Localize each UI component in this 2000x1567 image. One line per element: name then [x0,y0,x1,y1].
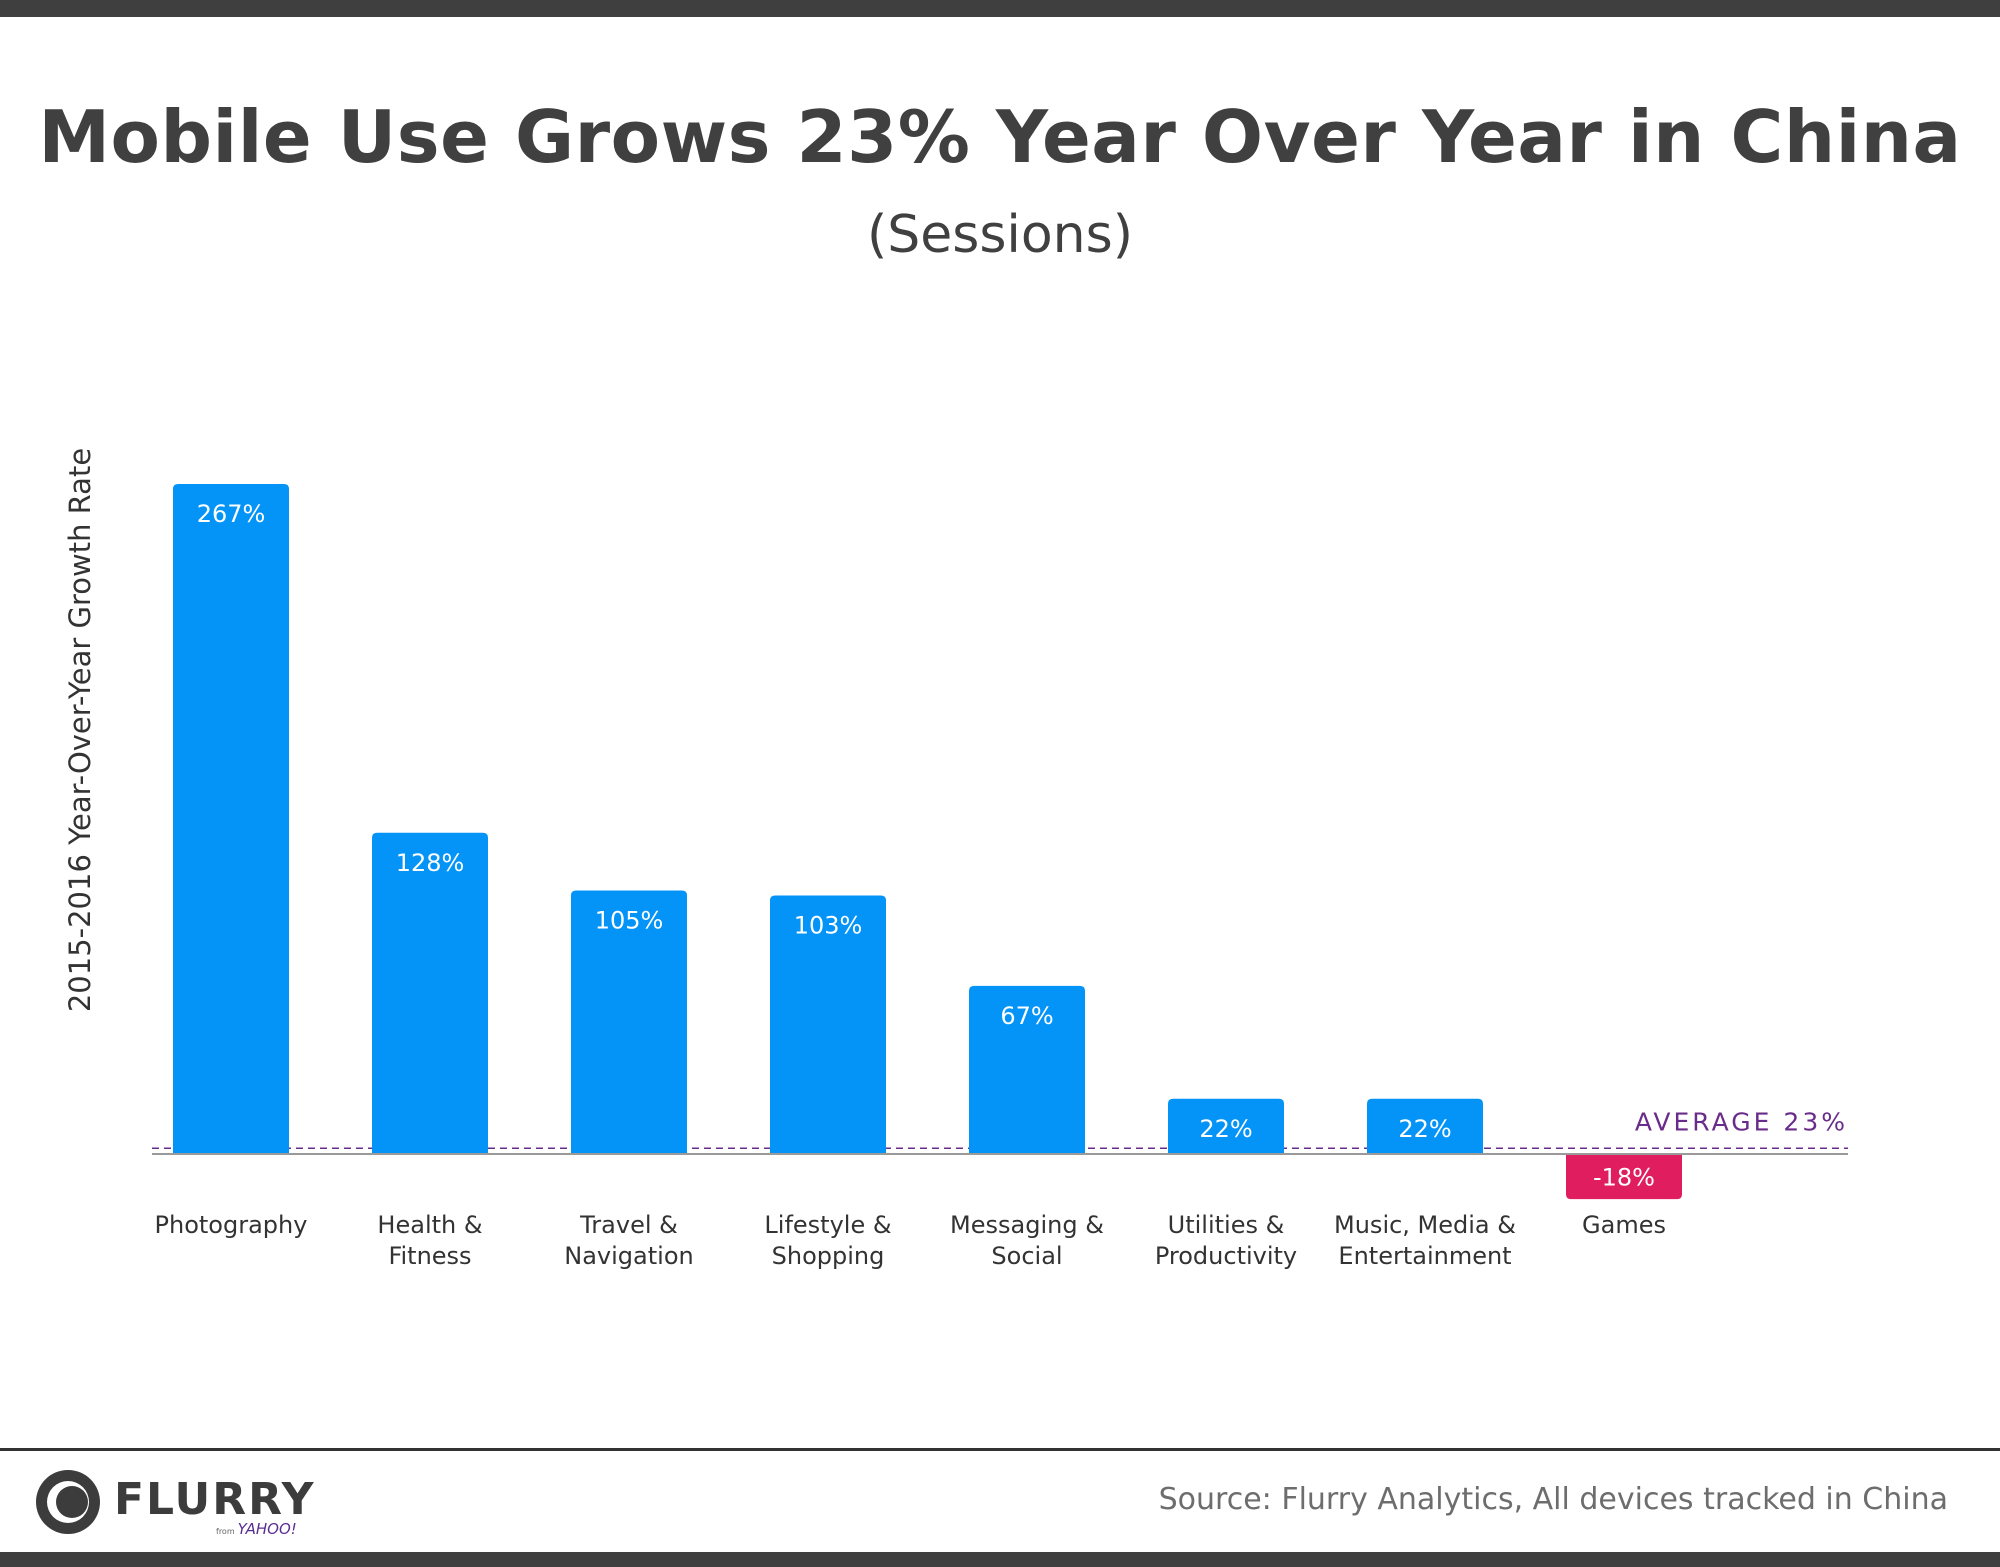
category-label-line: Utilities & [1168,1211,1285,1239]
yahoo-from-text: from [216,1527,235,1536]
category-label-line: Games [1582,1211,1666,1239]
data-label: 128% [396,849,465,877]
category-label: Photography [155,1211,308,1239]
flurry-logo: FLURRY from YAHOO! [36,1470,336,1540]
bar [770,895,886,1154]
bar [1566,1154,1682,1200]
data-label: 67% [1000,1002,1053,1030]
category-label-line: Shopping [772,1242,885,1270]
average-label: AVERAGE 23% [1635,1107,1848,1136]
category-label: Music, Media & Entertainment [1334,1211,1516,1270]
source-note: Source: Flurry Analytics, All devices tr… [1158,1482,1948,1517]
category-label: Messaging & Social [950,1211,1104,1270]
bar [571,890,687,1154]
yahoo-attribution: from YAHOO! [216,1520,297,1538]
flurry-logo-icon [36,1470,100,1534]
data-label: -18% [1593,1164,1655,1192]
category-label-line: Music, Media & [1334,1211,1516,1239]
category-label-line: Lifestyle & [764,1211,891,1239]
bar [1168,1098,1284,1154]
category-label-line: Travel & [579,1211,678,1239]
category-label: Lifestyle & Shopping [764,1211,891,1270]
category-label-line: Entertainment [1338,1242,1511,1270]
chart-subtitle: (Sessions) [866,205,1134,265]
bar-chart: AVERAGE 23% 267% Photography 128% Health & Fi… [152,484,1848,1270]
bottom-bar [0,1552,2000,1567]
category-label: Health & Fitness [377,1211,482,1270]
data-label: 22% [1199,1115,1252,1143]
top-bar [0,0,2000,17]
data-label: 22% [1398,1115,1451,1143]
bar [173,484,289,1154]
data-label: 267% [197,500,266,528]
category-label: Utilities & Productivity [1155,1211,1297,1270]
yahoo-text: YAHOO! [237,1520,297,1538]
category-label-line: Messaging & [950,1211,1104,1239]
footer-divider [0,1448,2000,1451]
category-label: Games [1582,1211,1666,1239]
bar [969,985,1085,1154]
flurry-logo-text: FLURRY [114,1474,316,1525]
data-label: 103% [794,912,863,940]
category-label: Travel & Navigation [564,1211,693,1270]
bar [1367,1098,1483,1154]
chart-title: Mobile Use Grows 23% Year Over Year in C… [38,95,1962,179]
data-label: 105% [595,907,664,935]
bar [372,832,488,1154]
category-label-line: Photography [155,1211,308,1239]
category-label-line: Navigation [564,1242,693,1270]
category-label-line: Social [991,1242,1062,1270]
category-label-line: Productivity [1155,1242,1297,1270]
category-label-line: Fitness [388,1242,471,1270]
category-label-line: Health & [377,1211,482,1239]
